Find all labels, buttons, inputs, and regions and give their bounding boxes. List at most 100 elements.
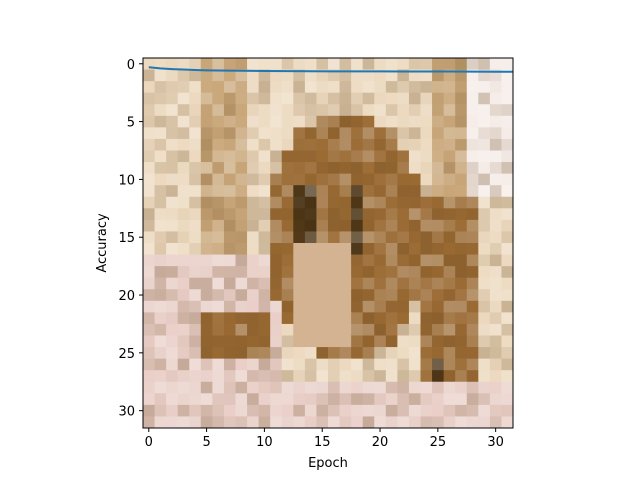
image-pixel <box>293 185 306 198</box>
image-pixel <box>374 243 387 256</box>
image-pixel <box>374 173 387 186</box>
image-pixel <box>143 150 156 163</box>
image-pixel <box>374 370 387 383</box>
image-pixel <box>385 208 398 221</box>
image-pixel <box>374 347 387 360</box>
image-pixel <box>443 185 456 198</box>
image-pixel <box>328 92 341 105</box>
image-pixel <box>432 127 445 140</box>
image-pixel <box>258 208 271 221</box>
image-pixel <box>258 370 271 383</box>
image-pixel <box>270 231 283 244</box>
image-pixel <box>362 69 375 82</box>
image-pixel <box>270 127 283 140</box>
image-pixel <box>212 335 225 348</box>
image-pixel <box>455 381 468 394</box>
image-pixel <box>223 254 237 267</box>
image-pixel <box>189 173 202 186</box>
image-pixel <box>293 104 306 117</box>
image-pixel <box>351 416 364 428</box>
image-pixel <box>455 358 468 371</box>
image-pixel <box>328 243 341 256</box>
image-pixel <box>420 358 433 371</box>
image-pixel <box>374 254 387 267</box>
image-pixel <box>351 219 364 233</box>
image-pixel <box>247 58 260 71</box>
image-pixel <box>420 196 433 209</box>
image-pixel <box>281 393 294 406</box>
image-pixel <box>478 416 491 428</box>
image-pixel <box>223 347 237 360</box>
image-pixel <box>489 393 503 406</box>
image-pixel <box>293 81 306 94</box>
image-pixel <box>166 58 179 71</box>
image-pixel <box>362 277 375 290</box>
image-pixel <box>223 312 237 325</box>
image-pixel <box>397 300 410 313</box>
image-pixel <box>432 231 445 244</box>
image-pixel <box>189 104 202 117</box>
image-pixel <box>316 277 329 290</box>
image-pixel <box>166 115 179 128</box>
image-pixel <box>304 370 318 383</box>
image-pixel <box>374 381 387 394</box>
image-pixel <box>408 393 422 406</box>
image-pixel <box>281 81 294 94</box>
image-pixel <box>397 219 410 233</box>
image-pixel <box>200 127 213 140</box>
image-pixel <box>316 312 329 325</box>
image-pixel <box>489 92 503 105</box>
image-pixel <box>351 323 364 337</box>
image-pixel <box>466 138 479 152</box>
image-pixel <box>455 138 468 152</box>
image-pixel <box>177 69 190 82</box>
image-pixel <box>212 138 225 152</box>
image-pixel <box>328 347 341 360</box>
image-pixel <box>501 173 513 186</box>
image-pixel <box>489 162 503 175</box>
image-pixel <box>247 115 260 128</box>
image-pixel <box>281 92 294 105</box>
image-pixel <box>339 404 352 418</box>
image-pixel <box>304 254 318 267</box>
image-pixel <box>316 185 329 198</box>
image-pixel <box>339 335 352 348</box>
image-pixel <box>200 185 213 198</box>
image-pixel <box>466 81 479 94</box>
image-pixel <box>501 404 513 418</box>
image-pixel <box>235 231 248 244</box>
image-pixel <box>293 150 306 163</box>
image-pixel <box>154 243 167 256</box>
image-pixel <box>374 266 387 279</box>
image-pixel <box>154 162 167 175</box>
image-pixel <box>177 150 190 163</box>
image-pixel <box>501 289 513 302</box>
image-pixel <box>177 335 190 348</box>
image-pixel <box>143 185 156 198</box>
image-pixel <box>339 243 352 256</box>
image-pixel <box>443 323 456 337</box>
image-pixel <box>212 231 225 244</box>
image-pixel <box>443 289 456 302</box>
image-pixel <box>374 393 387 406</box>
image-pixel <box>143 370 156 383</box>
image-pixel <box>362 347 375 360</box>
image-pixel <box>466 370 479 383</box>
image-pixel <box>501 347 513 360</box>
image-pixel <box>316 196 329 209</box>
image-pixel <box>328 219 341 233</box>
image-pixel <box>200 300 213 313</box>
image-pixel <box>189 243 202 256</box>
image-pixel <box>177 393 190 406</box>
image-pixel <box>177 300 190 313</box>
image-pixel <box>443 219 456 233</box>
image-pixel <box>270 185 283 198</box>
image-pixel <box>362 393 375 406</box>
image-pixel <box>432 277 445 290</box>
image-pixel <box>316 358 329 371</box>
image-pixel <box>408 381 422 394</box>
image-pixel <box>501 58 513 71</box>
image-pixel <box>397 347 410 360</box>
image-pixel <box>304 266 318 279</box>
image-pixel <box>397 335 410 348</box>
